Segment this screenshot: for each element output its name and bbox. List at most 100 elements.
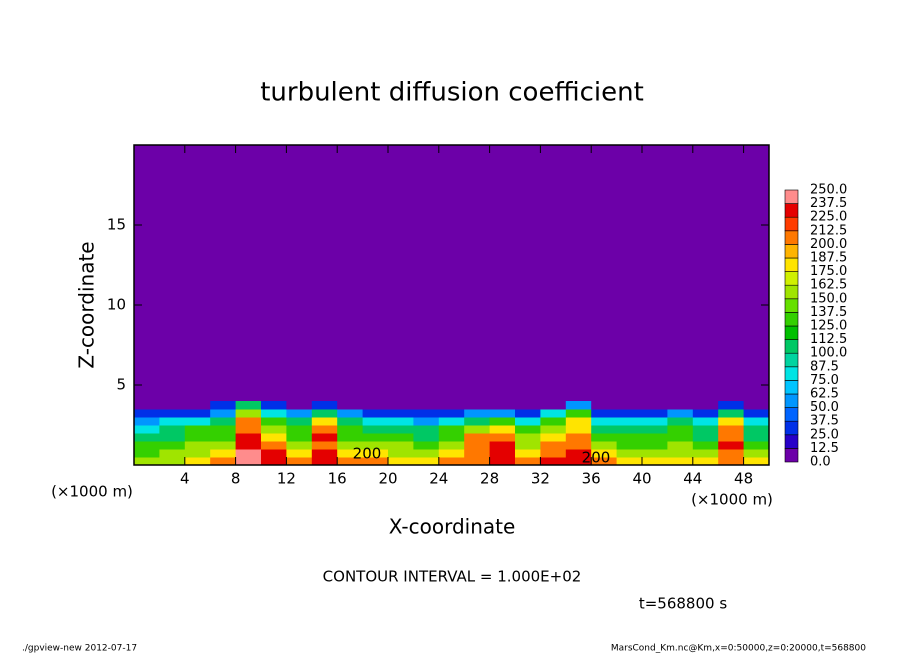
- contour-cell: [311, 425, 338, 434]
- colorbar-swatch: [784, 244, 799, 259]
- contour-cell: [642, 441, 668, 450]
- x-tick-label: 44: [683, 470, 702, 488]
- contour-cell: [667, 425, 694, 434]
- contour-cell: [540, 457, 567, 466]
- contour-cell: [134, 401, 160, 410]
- x-tick-label: 20: [378, 470, 397, 488]
- contour-cell: [489, 441, 516, 450]
- contour-cell: [311, 449, 338, 458]
- y-tick-label: 10: [107, 296, 126, 314]
- contour-cell: [134, 425, 160, 434]
- contour-cell: [134, 457, 160, 466]
- contour-cell: [362, 449, 389, 458]
- colorbar-label: 50.0: [810, 400, 839, 415]
- contour-cell: [591, 425, 618, 434]
- footer-right: MarsCond_Km.nc@Km,x=0:50000,z=0:20000,t=…: [611, 644, 866, 654]
- contour-cell: [159, 425, 186, 434]
- contour-cell: [210, 441, 237, 450]
- contour-cell: [134, 417, 160, 426]
- contour-cell: [718, 441, 745, 450]
- contour-cell: [540, 401, 567, 410]
- colorbar-label: 12.5: [810, 441, 839, 456]
- colorbar-swatch: [784, 216, 799, 232]
- contour-cell: [515, 409, 541, 418]
- contour-cell: [667, 433, 694, 442]
- colorbar-label: 137.5: [810, 305, 847, 320]
- contour-cell: [438, 425, 465, 434]
- contour-cell: [311, 401, 338, 410]
- contour-cell: [438, 457, 465, 466]
- contour-cell: [464, 417, 491, 426]
- contour-cell: [464, 425, 491, 434]
- contour-cell: [565, 457, 592, 466]
- contour-cell: [464, 441, 491, 450]
- contour-cell: [616, 433, 643, 442]
- contour-cell: [489, 409, 516, 418]
- contour-cell: [642, 457, 668, 466]
- contour-cell: [591, 441, 618, 450]
- contour-cell: [337, 457, 364, 466]
- contour-cell: [515, 425, 541, 434]
- colorbar-label: 187.5: [810, 251, 847, 266]
- contour-cell: [642, 425, 668, 434]
- contour-cell: [235, 425, 262, 434]
- contour-cell: [515, 457, 541, 466]
- contour-cell: [515, 449, 541, 458]
- contour-cell: [667, 449, 694, 458]
- contour-cell: [692, 417, 719, 426]
- contour-cell: [591, 433, 618, 442]
- contour-cell: [362, 417, 389, 426]
- contour-cell: [184, 457, 211, 466]
- colorbar-swatch: [784, 434, 799, 449]
- contour-cell: [565, 417, 592, 426]
- contour-cell: [718, 417, 745, 426]
- contour-cell: [286, 417, 313, 426]
- contour-cell: [464, 401, 491, 410]
- contour-cell: [438, 409, 465, 418]
- contour-cell: [311, 417, 338, 426]
- x-tick-label: 48: [734, 470, 753, 488]
- x-tick-label: 32: [531, 470, 550, 488]
- colorbar-swatch: [784, 230, 799, 245]
- colorbar-label: 37.5: [810, 414, 839, 429]
- contour-cell: [159, 409, 186, 418]
- contour-cell: [159, 417, 186, 426]
- contour-cell: [489, 449, 516, 458]
- contour-cell: [413, 409, 440, 418]
- contour-cell: [184, 441, 211, 450]
- contour-cell: [743, 409, 770, 418]
- contour-cell: [413, 449, 440, 458]
- contour-cell: [743, 441, 770, 450]
- contour-cell: [235, 449, 262, 458]
- contour-cell: [337, 441, 364, 450]
- contour-cell: [210, 425, 237, 434]
- contour-cell: [210, 457, 237, 466]
- contour-cell: [565, 449, 592, 458]
- contour-cell: [489, 417, 516, 426]
- contour-cell: [261, 409, 287, 418]
- contour-cell: [159, 433, 186, 442]
- contour-cell: [591, 449, 618, 458]
- colorbar-label: 75.0: [810, 373, 839, 388]
- contour-cell: [565, 401, 592, 410]
- contour-label: 200: [582, 449, 611, 467]
- colorbar-label: 200.0: [810, 237, 847, 252]
- contour-cell: [515, 441, 541, 450]
- contour-cell: [489, 457, 516, 466]
- contour-cell: [540, 441, 567, 450]
- contour-cell: [438, 433, 465, 442]
- contour-cell: [210, 401, 237, 410]
- colorbar-swatch: [784, 189, 799, 204]
- contour-cell: [210, 417, 237, 426]
- contour-cell: [362, 457, 389, 466]
- contour-cell: [565, 441, 592, 450]
- x-tick-label: 4: [180, 470, 190, 488]
- contour-cell: [235, 433, 262, 442]
- contour-cell: [286, 433, 313, 442]
- contour-cell: [388, 433, 414, 442]
- contour-cell: [311, 433, 338, 442]
- x-tick-label: 28: [480, 470, 499, 488]
- x-tick-label: 36: [582, 470, 601, 488]
- contour-cell: [210, 449, 237, 458]
